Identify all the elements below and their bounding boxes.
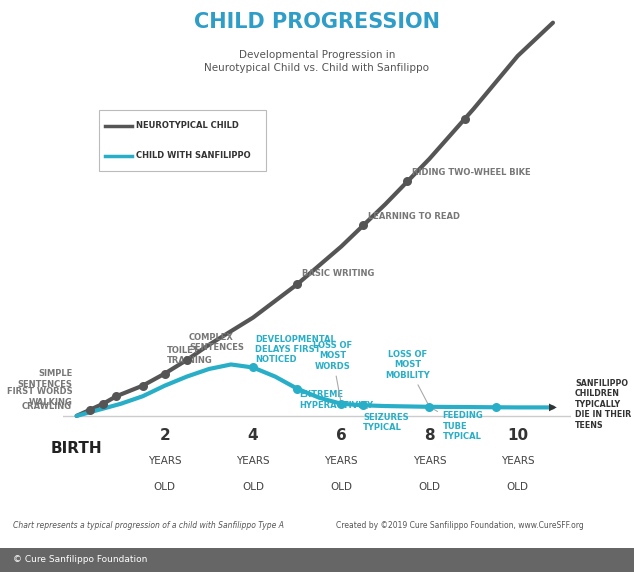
Text: OLD: OLD: [154, 482, 176, 492]
Text: RIDING TWO-WHEEL BIKE: RIDING TWO-WHEEL BIKE: [412, 168, 531, 177]
Text: © Cure Sanfilippo Foundation: © Cure Sanfilippo Foundation: [13, 555, 147, 565]
Text: YEARS: YEARS: [501, 456, 534, 466]
Text: 2: 2: [160, 428, 170, 443]
Text: LOSS OF
MOST
WORDS: LOSS OF MOST WORDS: [313, 341, 352, 401]
Text: WALKING: WALKING: [29, 398, 72, 407]
Text: FIRST WORDS: FIRST WORDS: [6, 387, 72, 396]
Text: COMPLEX
SENTENCES: COMPLEX SENTENCES: [189, 333, 244, 352]
Text: LOSS OF
MOST
MOBILITY: LOSS OF MOST MOBILITY: [385, 350, 430, 404]
Text: TOILET
TRAINING: TOILET TRAINING: [167, 346, 213, 365]
Text: FEEDING
TUBE
TYPICAL: FEEDING TUBE TYPICAL: [432, 408, 484, 441]
FancyBboxPatch shape: [99, 110, 266, 171]
Text: LEARNING TO READ: LEARNING TO READ: [368, 212, 460, 221]
Text: YEARS: YEARS: [236, 456, 270, 466]
Text: OLD: OLD: [507, 482, 529, 492]
Text: SANFILIPPO
CHILDREN
TYPICALLY
DIE IN THEIR
TEENS: SANFILIPPO CHILDREN TYPICALLY DIE IN THE…: [575, 379, 631, 430]
Text: 10: 10: [507, 428, 528, 443]
Text: BASIC WRITING: BASIC WRITING: [302, 269, 374, 278]
Text: Chart represents a typical progression of a child with Sanfilippo Type A: Chart represents a typical progression o…: [13, 521, 283, 530]
Text: NEUROTYPICAL CHILD: NEUROTYPICAL CHILD: [136, 121, 239, 130]
Text: SEIZURES
TYPICAL: SEIZURES TYPICAL: [363, 407, 409, 432]
Text: CHILD PROGRESSION: CHILD PROGRESSION: [194, 13, 440, 33]
Text: Created by ©2019 Cure Sanfilippo Foundation, www.CureSFF.org: Created by ©2019 Cure Sanfilippo Foundat…: [336, 521, 584, 530]
Text: Developmental Progression in
Neurotypical Child vs. Child with Sanfilippo: Developmental Progression in Neurotypica…: [205, 50, 429, 73]
Text: 6: 6: [336, 428, 347, 443]
Text: SIMPLE
SENTENCES: SIMPLE SENTENCES: [17, 369, 72, 388]
Text: 4: 4: [248, 428, 259, 443]
Text: YEARS: YEARS: [413, 456, 446, 466]
Text: DEVELOPMENTAL
DELAYS FIRST
NOTICED: DEVELOPMENTAL DELAYS FIRST NOTICED: [256, 335, 336, 364]
Text: 8: 8: [424, 428, 435, 443]
Text: OLD: OLD: [418, 482, 441, 492]
Text: CRAWLING: CRAWLING: [22, 402, 72, 411]
Text: YEARS: YEARS: [148, 456, 182, 466]
Text: CHILD WITH SANFILIPPO: CHILD WITH SANFILIPPO: [136, 151, 251, 160]
Text: OLD: OLD: [330, 482, 353, 492]
Text: OLD: OLD: [242, 482, 264, 492]
Text: EXTREME
HYPERACTIVITY: EXTREME HYPERACTIVITY: [299, 390, 373, 410]
Text: YEARS: YEARS: [325, 456, 358, 466]
Bar: [0, 548, 634, 572]
Text: BIRTH: BIRTH: [51, 441, 103, 456]
